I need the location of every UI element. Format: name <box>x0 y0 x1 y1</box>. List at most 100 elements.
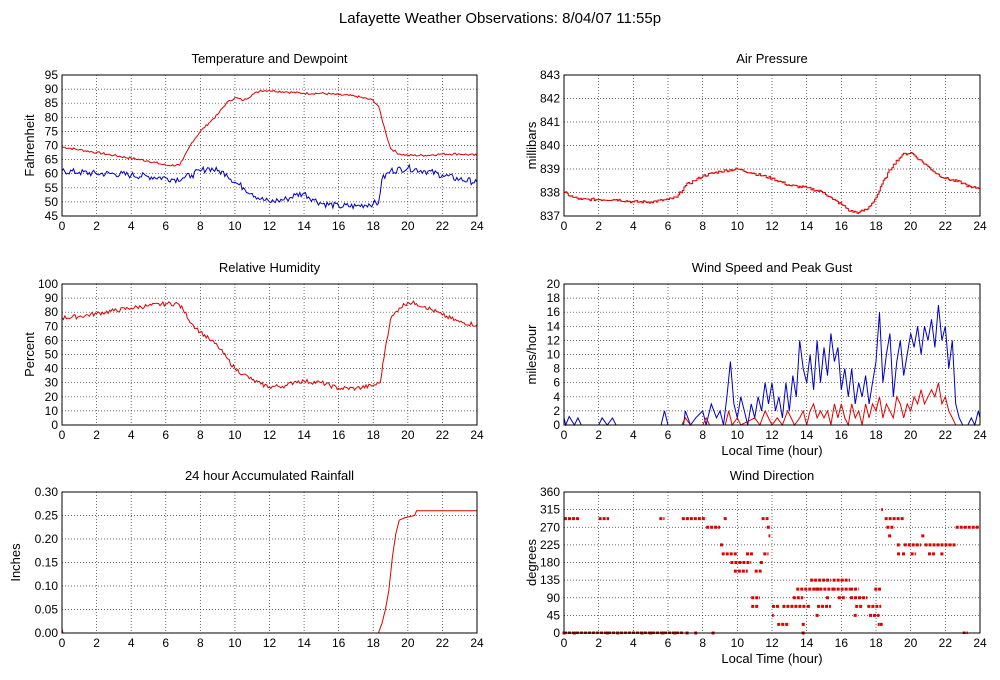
x-tick-label: 20 <box>401 428 415 442</box>
x-tick-label: 6 <box>665 636 672 650</box>
x-tick-label: 2 <box>93 428 100 442</box>
y-tick-label: 14 <box>547 319 561 333</box>
x-tick-label: 2 <box>595 428 602 442</box>
y-tick-label: 90 <box>45 82 59 96</box>
x-tick-label: 18 <box>869 636 883 650</box>
chart-title: Relative Humidity <box>219 260 321 275</box>
x-tick-label: 14 <box>800 636 814 650</box>
x-tick-label: 22 <box>436 219 450 233</box>
x-tick-label: 6 <box>665 219 672 233</box>
plot-frame <box>61 74 478 217</box>
x-tick-label: 20 <box>904 219 918 233</box>
y-tick-label: 225 <box>540 538 560 552</box>
plot-frame <box>61 283 478 426</box>
direction-point <box>877 587 881 591</box>
gridlines <box>62 75 477 216</box>
x-tick-label: 6 <box>665 428 672 442</box>
direction-point <box>801 622 805 626</box>
x-tick-label: 4 <box>128 428 135 442</box>
series-line-red <box>62 510 477 634</box>
y-tick-label: 85 <box>45 96 59 110</box>
direction-point <box>806 604 810 608</box>
y-tick-label: 0.20 <box>35 532 59 546</box>
x-tick-label: 18 <box>367 428 381 442</box>
x-tick-label: 20 <box>904 636 918 650</box>
x-tick-label: 14 <box>800 219 814 233</box>
x-tick-label: 0 <box>561 428 568 442</box>
gridlines <box>564 75 980 216</box>
x-tick-label: 16 <box>332 428 346 442</box>
x-tick-label: 2 <box>595 636 602 650</box>
x-tick-label: 2 <box>93 636 100 650</box>
x-tick-label: 4 <box>630 428 637 442</box>
y-tick-label: 90 <box>45 291 59 305</box>
x-tick-label: 8 <box>699 428 706 442</box>
gridlines <box>62 492 477 633</box>
y-axis-label: degrees <box>524 539 539 586</box>
y-tick-label: 839 <box>540 162 560 176</box>
direction-point <box>825 596 829 600</box>
y-axis-label: millibars <box>524 121 539 169</box>
x-tick-label: 0 <box>59 428 66 442</box>
y-tick-label: 135 <box>540 573 560 587</box>
x-tick-label: 12 <box>263 636 277 650</box>
x-tick-label: 10 <box>731 219 745 233</box>
x-tick-label: 4 <box>128 636 135 650</box>
chart-title: Wind Speed and Peak Gust <box>692 260 853 275</box>
y-tick-label: 2 <box>553 404 560 418</box>
x-tick-label: 12 <box>765 636 779 650</box>
y-tick-label: 50 <box>45 348 59 362</box>
y-tick-label: 270 <box>540 520 560 534</box>
y-tick-label: 20 <box>45 390 59 404</box>
y-tick-label: 60 <box>45 333 59 347</box>
x-tick-label: 20 <box>904 428 918 442</box>
y-tick-label: 70 <box>45 319 59 333</box>
y-tick-label: 0.30 <box>35 485 59 499</box>
chart-title: Wind Direction <box>730 468 815 483</box>
y-tick-label: 16 <box>547 305 561 319</box>
y-axis-label: Percent <box>22 332 37 377</box>
x-tick-label: 10 <box>731 636 745 650</box>
x-tick-label: 10 <box>731 428 745 442</box>
x-tick-label: 24 <box>470 219 484 233</box>
page-title: Lafayette Weather Observations: 8/04/07 … <box>339 10 661 27</box>
x-tick-label: 24 <box>973 636 987 650</box>
chart-title: 24 hour Accumulated Rainfall <box>185 468 354 483</box>
x-tick-label: 10 <box>228 428 242 442</box>
x-tick-label: 18 <box>869 219 883 233</box>
x-tick-label: 6 <box>162 428 169 442</box>
x-tick-label: 16 <box>835 636 849 650</box>
x-tick-label: 8 <box>699 219 706 233</box>
x-tick-label: 12 <box>263 219 277 233</box>
y-tick-label: 0 <box>553 626 560 640</box>
x-tick-label: 16 <box>332 219 346 233</box>
gridlines <box>564 492 980 633</box>
x-tick-label: 4 <box>630 219 637 233</box>
y-tick-label: 100 <box>38 277 58 291</box>
y-tick-label: 45 <box>45 209 59 223</box>
chart-title: Temperature and Dewpoint <box>191 51 347 66</box>
direction-point <box>853 613 857 617</box>
series-line-red <box>62 89 477 167</box>
y-tick-label: 838 <box>540 186 560 200</box>
x-tick-label: 12 <box>765 219 779 233</box>
plot-frame <box>563 74 981 217</box>
x-tick-label: 20 <box>401 636 415 650</box>
y-tick-label: 0.10 <box>35 579 59 593</box>
x-tick-label: 4 <box>630 636 637 650</box>
y-axis-label: Fahrenheit <box>22 114 37 177</box>
x-tick-label: 14 <box>297 219 311 233</box>
direction-point <box>815 613 819 617</box>
y-tick-label: 315 <box>540 503 560 517</box>
y-tick-label: 840 <box>540 139 560 153</box>
series-line-red <box>564 152 980 214</box>
x-tick-label: 0 <box>59 636 66 650</box>
y-axis-label: Inches <box>8 543 23 582</box>
x-tick-label: 12 <box>263 428 277 442</box>
direction-point <box>940 552 944 556</box>
y-tick-label: 80 <box>45 305 59 319</box>
x-tick-label: 16 <box>332 636 346 650</box>
